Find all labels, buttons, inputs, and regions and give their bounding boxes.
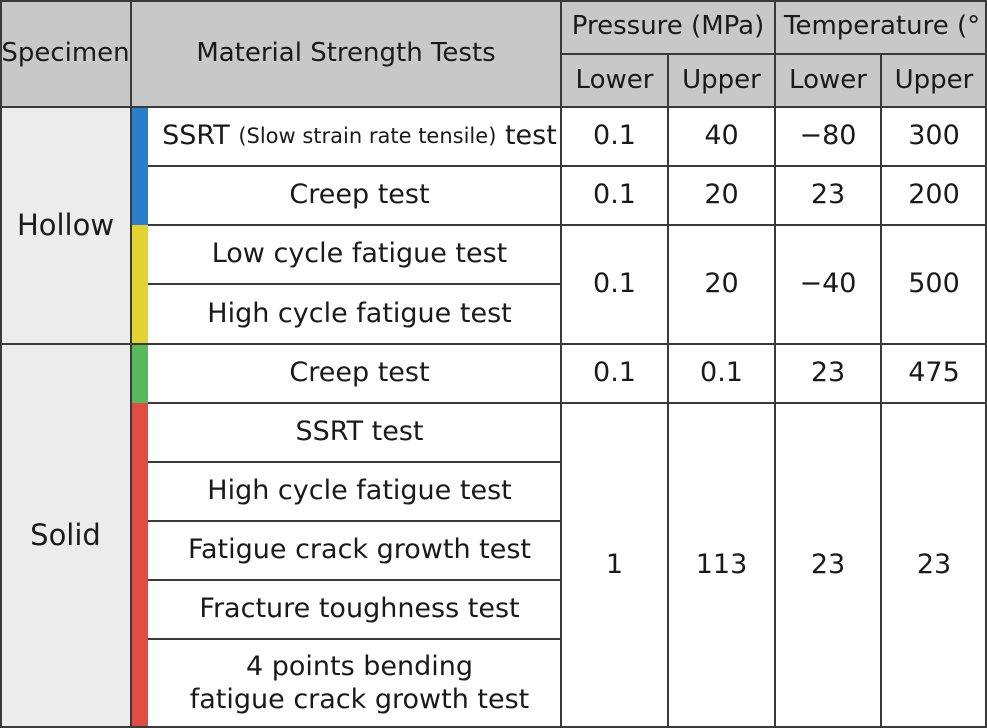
value-ssrt-pressure-upper: 40 [704, 120, 739, 152]
grid-line [0, 106, 987, 108]
category-bar-red [131, 403, 148, 728]
value-ssrt-temperature-upper: 300 [908, 120, 960, 152]
value-ssrt-pressure-lower: 0.1 [593, 120, 636, 152]
grid-line [880, 53, 882, 728]
category-bar-yellow [131, 225, 148, 344]
grid-line [148, 579, 561, 581]
grid-line [148, 165, 987, 167]
grid-line [148, 461, 561, 463]
test-high-cycle-fatigue-solid: High cycle fatigue test [207, 475, 512, 507]
test-ssrt-suffix: test [496, 120, 557, 152]
grid-line [985, 0, 987, 728]
test-fracture-toughness: Fracture toughness test [199, 593, 520, 625]
grid-line [667, 53, 669, 728]
specimen-solid: Solid [0, 344, 131, 728]
value-creep-solid-pressure-lower: 0.1 [593, 357, 636, 389]
value-solid-temperature-lower: 23 [810, 549, 846, 581]
grid-line [0, 0, 2, 728]
test-ssrt-prefix: SSRT [162, 120, 239, 152]
test-ssrt-solid: SSRT test [295, 416, 424, 448]
value-creep-hollow-temperature-lower: 23 [810, 179, 846, 211]
grid-line [0, 0, 987, 2]
value-creep-hollow-pressure-upper: 20 [704, 179, 739, 211]
test-high-cycle-fatigue-hollow: High cycle fatigue test [207, 297, 512, 329]
header-temperature: Temperature (° [775, 0, 987, 54]
category-bar-blue [131, 107, 148, 225]
header-specimen: Specimen [0, 0, 131, 107]
grid-line [560, 0, 562, 728]
grid-line [148, 224, 987, 226]
value-fatigue-hollow-pressure-upper: 20 [704, 268, 739, 300]
test-creep-solid: Creep test [289, 357, 430, 389]
header-pressure: Pressure (MPa) [561, 0, 775, 54]
value-ssrt-temperature-lower: −80 [799, 120, 857, 152]
value-solid-temperature-upper: 23 [916, 549, 952, 581]
test-ssrt-hollow: SSRT (Slow strain rate tensile) test [148, 107, 561, 166]
value-creep-hollow-pressure-lower: 0.1 [593, 179, 636, 211]
test-fatigue-crack-growth: Fatigue crack growth test [187, 534, 532, 566]
test-4-points-bending-line2: fatigue crack growth test [189, 683, 530, 715]
header-material-strength-tests: Material Strength Tests [131, 0, 561, 107]
header-pressure-upper: Upper [668, 54, 775, 107]
grid-line [0, 343, 987, 345]
value-fatigue-hollow-temperature-upper: 500 [908, 268, 960, 300]
grid-line [130, 0, 132, 728]
test-ssrt-expansion: (Slow strain rate tensile) [238, 123, 497, 148]
grid-line [148, 520, 561, 522]
value-solid-pressure-upper: 113 [695, 549, 748, 581]
grid-line [148, 638, 561, 640]
specimen-hollow: Hollow [0, 107, 131, 344]
value-solid-pressure-lower: 1 [605, 549, 624, 581]
value-fatigue-hollow-pressure-lower: 0.1 [593, 268, 636, 300]
test-4-points-bending: 4 points bending fatigue crack growth te… [148, 639, 561, 728]
test-low-cycle-fatigue: Low cycle fatigue test [211, 238, 508, 270]
header-pressure-lower: Lower [561, 54, 668, 107]
test-creep-hollow: Creep test [289, 179, 430, 211]
value-creep-solid-pressure-upper: 0.1 [700, 357, 743, 389]
category-bar-green [131, 344, 148, 403]
grid-line [148, 283, 561, 285]
grid-line [774, 0, 776, 728]
value-creep-solid-temperature-lower: 23 [810, 357, 846, 389]
grid-line [0, 726, 987, 728]
header-temperature-upper: Upper [881, 54, 987, 107]
value-creep-solid-temperature-upper: 475 [908, 357, 960, 389]
value-creep-hollow-temperature-upper: 200 [908, 179, 960, 211]
grid-line [148, 402, 987, 404]
header-temperature-lower: Lower [775, 54, 881, 107]
value-fatigue-hollow-temperature-lower: −40 [799, 268, 857, 300]
test-4-points-bending-line1: 4 points bending [245, 650, 474, 682]
